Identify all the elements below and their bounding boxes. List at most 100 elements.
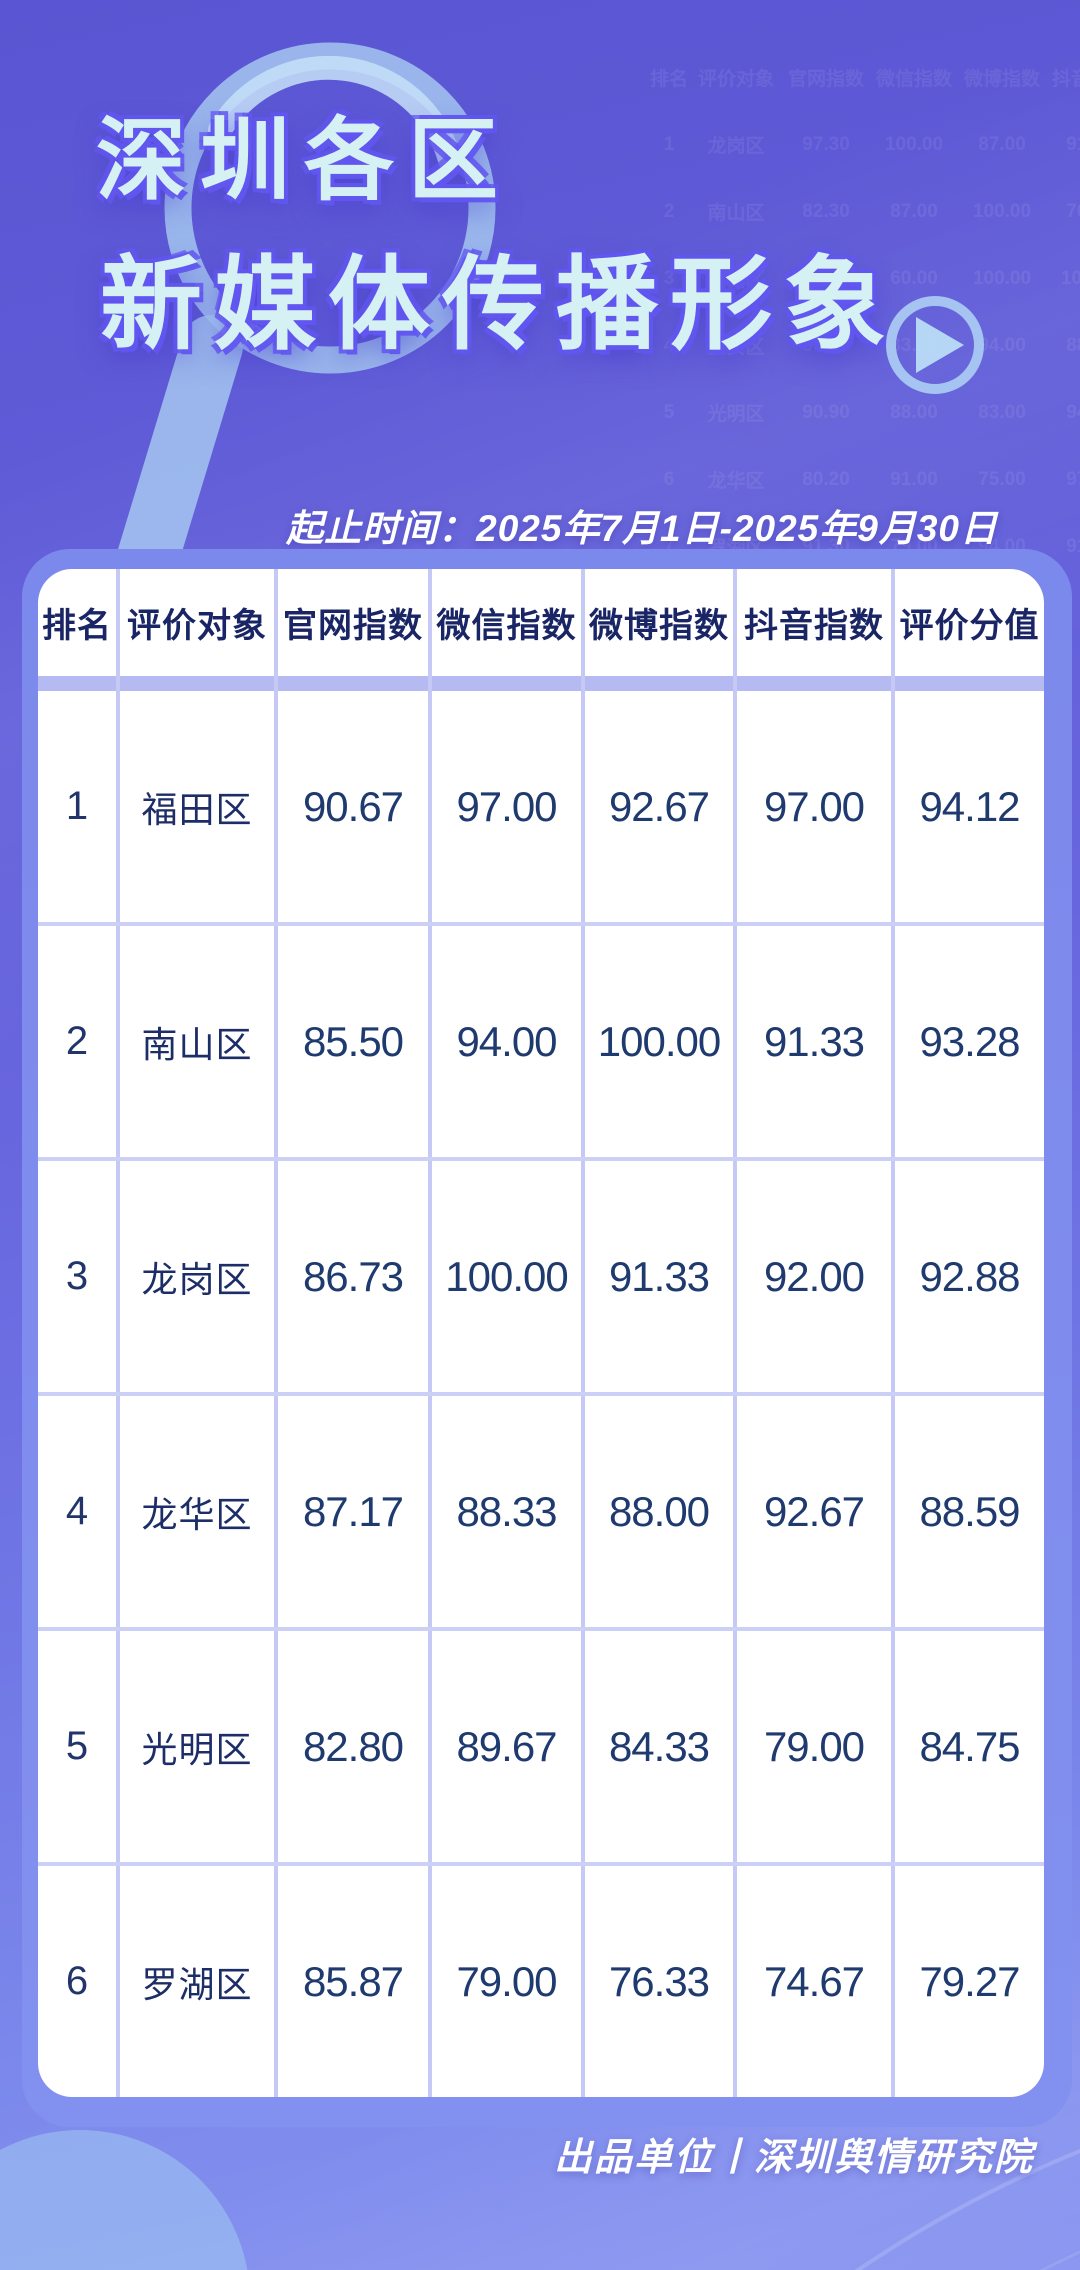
score-cell: 84.33 bbox=[585, 1631, 737, 1862]
score-cell: 94.12 bbox=[919, 782, 1020, 830]
ghost-cell: 排名 bbox=[649, 69, 688, 90]
ghost-cell: 80.20 bbox=[802, 468, 850, 490]
score-cell: 79.00 bbox=[432, 1866, 585, 2097]
score-cell: 87.17 bbox=[278, 1396, 432, 1627]
date-range-subtitle: 起止时间：2025年7月1日-2025年9月30日 bbox=[286, 508, 998, 549]
ghost-cell: 60.00 bbox=[890, 267, 938, 289]
district-cell: 光明区 bbox=[120, 1631, 278, 1862]
rank-cell: 5 bbox=[38, 1631, 120, 1862]
ghost-cell: 91.00 bbox=[890, 468, 938, 490]
ghost-cell: 88.00 bbox=[890, 401, 938, 423]
column-header-6: 评价分值 bbox=[899, 607, 1040, 645]
ghost-cell: 91.00 bbox=[1066, 535, 1080, 557]
header-separator-band bbox=[38, 676, 1044, 691]
ghost-cell: 87.00 bbox=[890, 200, 938, 222]
ghost-cell: 2 bbox=[663, 200, 675, 222]
band-cell bbox=[895, 676, 1044, 691]
corner-blob-shape bbox=[0, 2130, 250, 2270]
table-header-row: 排名 评价对象 官网指数 微信指数 微博指数 抖音指数 评价分值 bbox=[38, 569, 1044, 676]
column-header-2: 官网指数 bbox=[278, 569, 432, 676]
table-row-6: 6 罗湖区 85.87 79.00 76.33 74.67 79.27 bbox=[38, 1862, 1044, 2097]
ghost-cell: 4 bbox=[663, 334, 675, 356]
ghost-cell: 5 bbox=[663, 401, 675, 423]
column-header-3: 微信指数 bbox=[432, 569, 585, 676]
score-cell: 91.33 bbox=[585, 1161, 737, 1392]
score-cell: 88.00 bbox=[585, 1396, 737, 1627]
band-cell bbox=[278, 676, 432, 691]
table-row-2: 2 南山区 85.50 94.00 100.00 91.33 93.28 bbox=[38, 922, 1044, 1157]
band-cell bbox=[38, 676, 120, 691]
score-cell: 97.00 bbox=[432, 691, 585, 922]
table-row-4: 4 龙华区 87.17 88.33 88.00 92.67 88.59 bbox=[38, 1392, 1044, 1627]
score-cell: 93.28 bbox=[919, 1017, 1020, 1065]
district-cell: 南山区 bbox=[120, 926, 278, 1157]
table-row-5: 5 光明区 82.80 89.67 84.33 79.00 84.75 bbox=[38, 1627, 1044, 1862]
score-cell: 74.67 bbox=[737, 1866, 895, 2097]
score-cell: 100.00 bbox=[432, 1161, 585, 1392]
ghost-cell: 官网指数 bbox=[787, 69, 864, 90]
score-cell: 92.67 bbox=[737, 1396, 895, 1627]
column-header-0: 排名 bbox=[38, 569, 120, 676]
ghost-cell: 83.00 bbox=[802, 267, 850, 289]
ghost-cell: 83.00 bbox=[978, 401, 1026, 423]
ghost-cell: 福田区 bbox=[707, 270, 765, 291]
ghost-cell: 100.00 bbox=[884, 133, 944, 155]
ghost-cell: 光明区 bbox=[707, 404, 765, 425]
score-cell: 88.59 bbox=[919, 1487, 1020, 1535]
column-header-4: 微博指数 bbox=[585, 569, 737, 676]
ghost-cell: 抖音指数 bbox=[1051, 69, 1080, 90]
footer-credit: 出品单位丨深圳舆情研究院 bbox=[553, 2137, 1034, 2179]
play-icon bbox=[886, 296, 984, 394]
rank-cell: 3 bbox=[38, 1161, 120, 1392]
band-cell bbox=[737, 676, 895, 691]
score-cell: 84.75 bbox=[919, 1722, 1020, 1770]
score-cell: 79.27 bbox=[919, 1957, 1020, 2005]
score-cell: 85.87 bbox=[278, 1866, 432, 2097]
table-row-1: 1 福田区 90.67 97.00 92.67 97.00 94.12 bbox=[38, 691, 1044, 922]
title-line2: 新媒体传播形象 bbox=[100, 248, 898, 362]
ghost-cell: 75.00 bbox=[978, 468, 1026, 490]
ghost-cell: 97.30 bbox=[802, 133, 850, 155]
ghost-cell: 90.90 bbox=[802, 334, 850, 356]
ghost-cell: 宝安区 bbox=[707, 337, 765, 358]
band-cell bbox=[120, 676, 278, 691]
ghost-cell: 南山区 bbox=[707, 203, 765, 224]
ghost-cell: 97.00 bbox=[1066, 468, 1080, 490]
score-cell: 91.33 bbox=[737, 926, 895, 1157]
district-cell: 龙岗区 bbox=[120, 1161, 278, 1392]
rank-cell: 1 bbox=[38, 691, 120, 922]
score-cell: 88.33 bbox=[432, 1396, 585, 1627]
ghost-cell: 90.90 bbox=[802, 401, 850, 423]
score-cell: 97.00 bbox=[737, 691, 895, 922]
ranking-table-card: 排名 评价对象 官网指数 微信指数 微博指数 抖音指数 评价分值 1 福田区 90.67 97.0… bbox=[38, 569, 1044, 2097]
ghost-cell: 100.00 bbox=[972, 267, 1032, 289]
score-cell: 85.50 bbox=[278, 926, 432, 1157]
table-row-3: 3 龙岗区 86.73 100.00 91.33 92.00 92.88 bbox=[38, 1157, 1044, 1392]
ghost-cell: 龙岗区 bbox=[707, 136, 765, 157]
column-header-5: 抖音指数 bbox=[737, 569, 895, 676]
score-cell: 89.67 bbox=[432, 1631, 585, 1862]
score-cell: 92.00 bbox=[737, 1161, 895, 1392]
ghost-cell: 100.00 bbox=[972, 200, 1032, 222]
ghost-cell: 龙华区 bbox=[707, 471, 765, 492]
ghost-cell: 94.00 bbox=[1066, 401, 1080, 423]
rank-cell: 6 bbox=[38, 1866, 120, 2097]
column-header-1: 评价对象 bbox=[120, 569, 278, 676]
score-cell: 92.88 bbox=[919, 1252, 1020, 1300]
score-cell: 76.33 bbox=[585, 1866, 737, 2097]
ghost-cell: 91.00 bbox=[1066, 133, 1080, 155]
score-cell: 82.80 bbox=[278, 1631, 432, 1862]
ghost-cell: 7 bbox=[663, 535, 675, 557]
district-cell: 龙华区 bbox=[120, 1396, 278, 1627]
ghost-cell: 70.00 bbox=[1066, 200, 1080, 222]
band-cell bbox=[432, 676, 585, 691]
score-cell: 79.00 bbox=[737, 1631, 895, 1862]
district-cell: 福田区 bbox=[120, 691, 278, 922]
ghost-cell: 100.00 bbox=[1060, 267, 1080, 289]
